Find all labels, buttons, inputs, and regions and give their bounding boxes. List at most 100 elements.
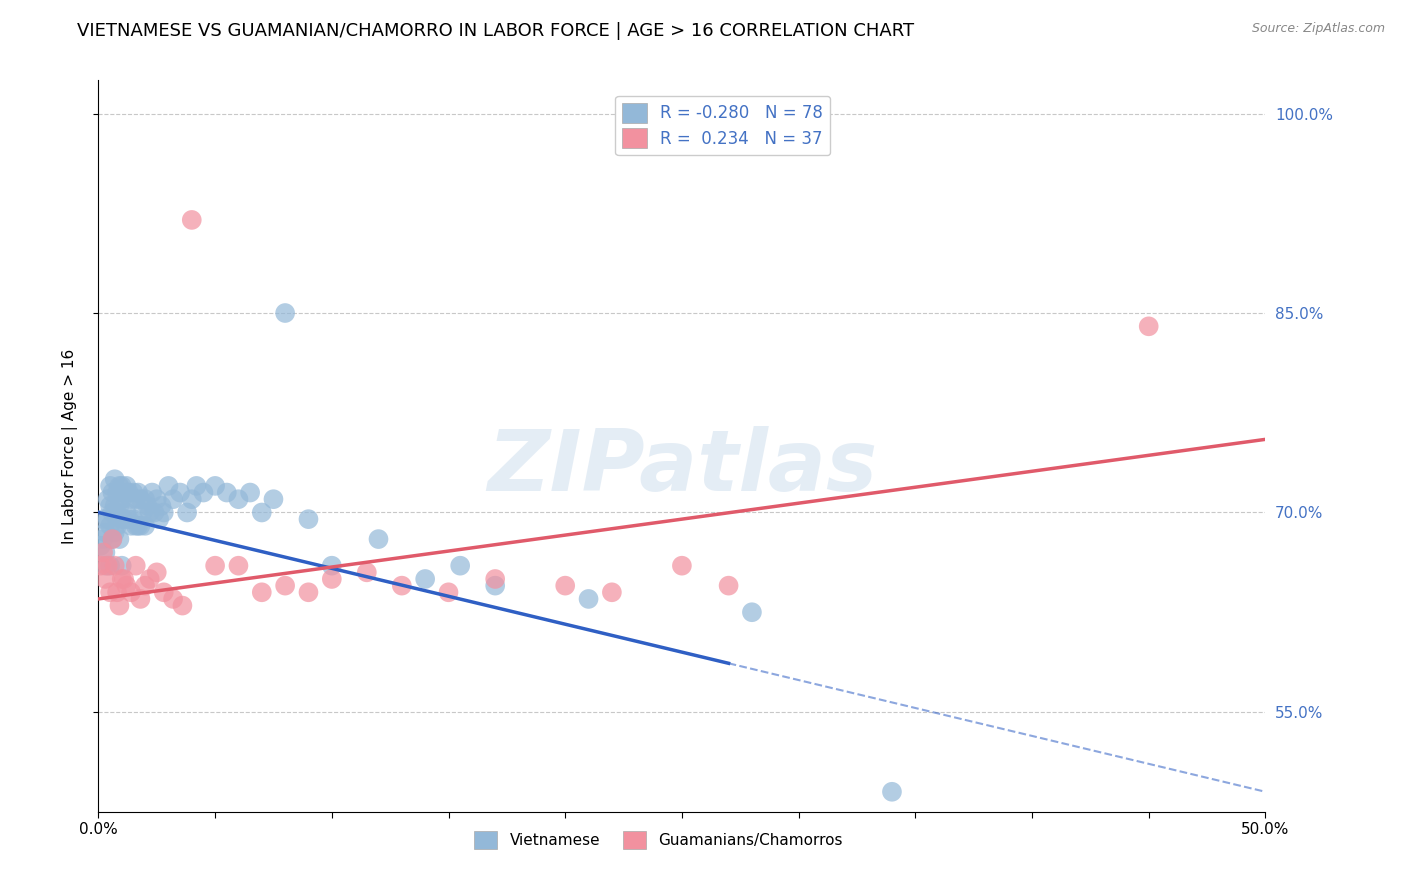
Point xyxy=(104,558,127,573)
Point xyxy=(115,506,138,520)
Point xyxy=(1137,319,1160,334)
Point xyxy=(104,472,127,486)
Point xyxy=(104,499,127,513)
Point xyxy=(146,566,169,580)
Point xyxy=(118,512,141,526)
Point xyxy=(98,558,121,573)
Point xyxy=(105,506,128,520)
Point xyxy=(108,532,131,546)
Point xyxy=(108,499,131,513)
Point xyxy=(125,518,148,533)
Point xyxy=(671,558,693,573)
Point xyxy=(120,518,142,533)
Point xyxy=(90,539,112,553)
Point xyxy=(125,492,148,507)
Point xyxy=(122,485,145,500)
Point xyxy=(136,499,159,513)
Point xyxy=(172,599,194,613)
Point xyxy=(356,566,378,580)
Point xyxy=(120,585,142,599)
Point xyxy=(111,492,134,507)
Point xyxy=(143,506,166,520)
Point xyxy=(250,585,273,599)
Point xyxy=(98,518,121,533)
Point xyxy=(148,512,170,526)
Point xyxy=(141,485,163,500)
Point xyxy=(129,492,152,507)
Point xyxy=(717,579,740,593)
Point xyxy=(129,518,152,533)
Point xyxy=(112,485,135,500)
Point xyxy=(162,591,184,606)
Point xyxy=(600,585,623,599)
Point xyxy=(741,605,763,619)
Point xyxy=(104,525,127,540)
Point xyxy=(97,512,120,526)
Point xyxy=(152,506,174,520)
Point xyxy=(94,558,117,573)
Point xyxy=(101,485,124,500)
Point xyxy=(97,558,120,573)
Point xyxy=(297,585,319,599)
Point xyxy=(146,492,169,507)
Point xyxy=(101,532,124,546)
Point xyxy=(94,545,117,559)
Y-axis label: In Labor Force | Age > 16: In Labor Force | Age > 16 xyxy=(62,349,77,543)
Point xyxy=(176,506,198,520)
Point xyxy=(152,585,174,599)
Point xyxy=(98,479,121,493)
Point xyxy=(186,479,208,493)
Point xyxy=(91,532,114,546)
Point xyxy=(120,492,142,507)
Point xyxy=(129,591,152,606)
Point xyxy=(105,585,128,599)
Point xyxy=(449,558,471,573)
Point xyxy=(228,558,250,573)
Point xyxy=(204,558,226,573)
Point xyxy=(484,572,506,586)
Point xyxy=(125,558,148,573)
Point xyxy=(139,572,162,586)
Point xyxy=(111,479,134,493)
Point xyxy=(127,485,149,500)
Point xyxy=(112,572,135,586)
Point xyxy=(157,479,180,493)
Point xyxy=(193,485,215,500)
Point xyxy=(91,545,114,559)
Point xyxy=(101,532,124,546)
Text: VIETNAMESE VS GUAMANIAN/CHAMORRO IN LABOR FORCE | AGE > 16 CORRELATION CHART: VIETNAMESE VS GUAMANIAN/CHAMORRO IN LABO… xyxy=(77,22,914,40)
Point xyxy=(127,518,149,533)
Point xyxy=(880,785,903,799)
Point xyxy=(169,485,191,500)
Point xyxy=(204,479,226,493)
Point xyxy=(108,599,131,613)
Point xyxy=(94,525,117,540)
Point xyxy=(484,579,506,593)
Point xyxy=(111,558,134,573)
Point xyxy=(111,572,134,586)
Point xyxy=(262,492,284,507)
Point xyxy=(132,506,155,520)
Point xyxy=(367,532,389,546)
Point xyxy=(98,499,121,513)
Point xyxy=(180,492,202,507)
Point xyxy=(97,492,120,507)
Point xyxy=(150,499,173,513)
Text: Source: ZipAtlas.com: Source: ZipAtlas.com xyxy=(1251,22,1385,36)
Point xyxy=(94,572,117,586)
Point xyxy=(321,572,343,586)
Point xyxy=(554,579,576,593)
Point xyxy=(134,579,156,593)
Legend: Vietnamese, Guamanians/Chamorros: Vietnamese, Guamanians/Chamorros xyxy=(468,824,849,855)
Point xyxy=(111,512,134,526)
Point xyxy=(115,579,138,593)
Point xyxy=(105,518,128,533)
Point xyxy=(112,512,135,526)
Point xyxy=(215,485,238,500)
Point xyxy=(162,492,184,507)
Point xyxy=(115,479,138,493)
Point xyxy=(297,512,319,526)
Point xyxy=(108,479,131,493)
Point xyxy=(250,506,273,520)
Point xyxy=(91,512,114,526)
